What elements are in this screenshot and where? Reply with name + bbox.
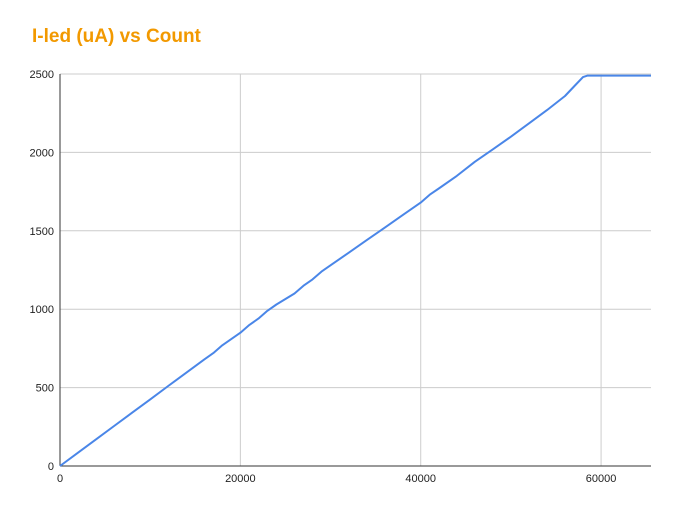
x-tick-label: 20000 [225, 473, 256, 485]
y-tick-label: 1000 [30, 304, 54, 316]
tick-labels: 0 500 1000 1500 2000 2500 0 20000 40000 60000 [30, 69, 617, 485]
x-tick-label: 0 [57, 473, 63, 485]
y-tick-label: 1500 [30, 226, 54, 238]
chart-title: I-led (uA) vs Count [32, 26, 201, 47]
series-layer [59, 74, 651, 467]
x-tick-label: 40000 [405, 473, 436, 485]
y-tick-label: 2000 [30, 147, 54, 159]
y-tick-label: 500 [36, 383, 54, 395]
y-tick-label: 0 [48, 461, 54, 473]
y-tick-label: 2500 [30, 69, 54, 81]
axes [59, 74, 651, 467]
x-tick-label: 60000 [586, 473, 617, 485]
series-line [59, 74, 651, 467]
gridlines [60, 73, 651, 466]
